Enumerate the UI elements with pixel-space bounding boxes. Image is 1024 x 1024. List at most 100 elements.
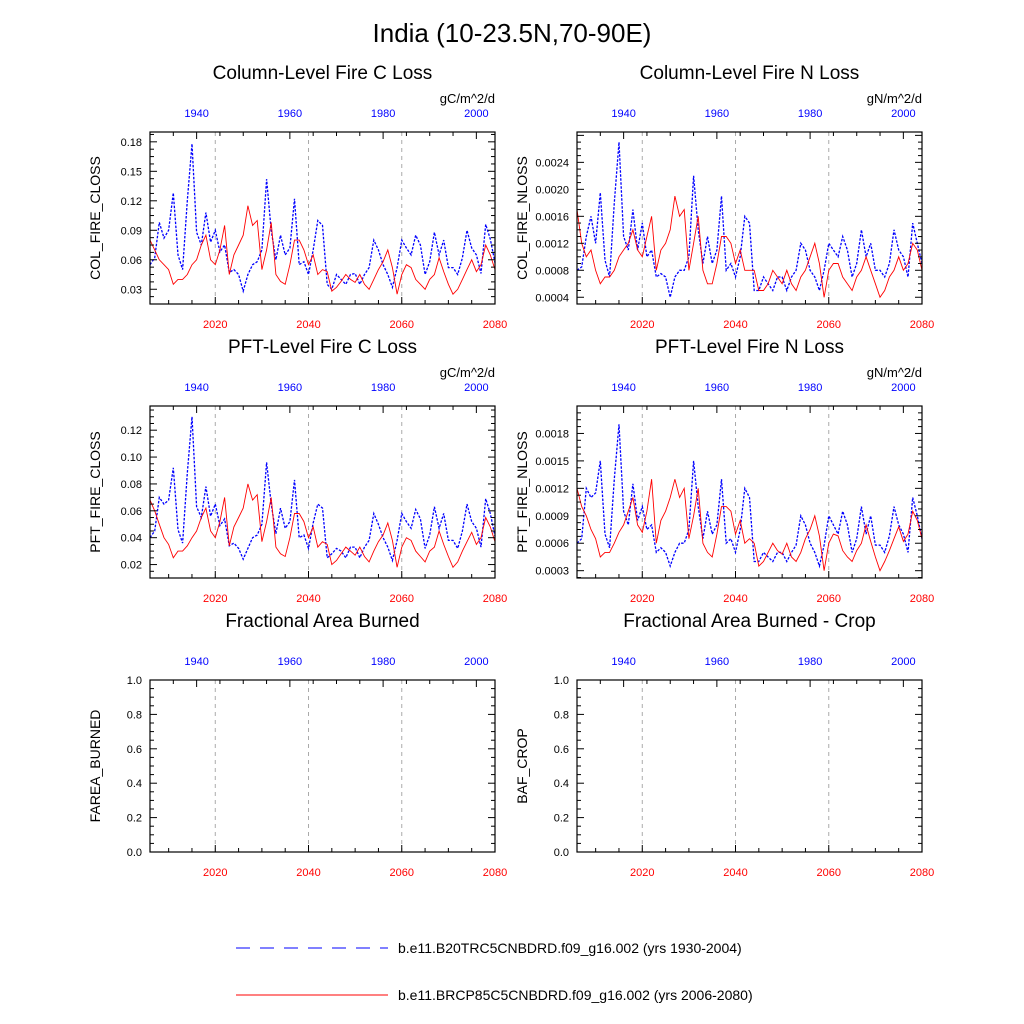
x-bottom-tick-label: 2080 [483,319,507,331]
legend: b.e11.B20TRC5CNBDRD.f09_g16.002 (yrs 193… [236,940,753,1003]
y-tick-label: 0.12 [121,425,142,437]
y-tick-label: 0.6 [127,744,142,756]
chart-panel: Column-Level Fire N Loss gN/m^2/d COL_FIRE… [514,63,934,331]
x-bottom-tick-label: 2080 [910,593,934,605]
x-bottom-tick-label: 2040 [296,867,320,879]
y-tick-label: 0.2 [554,813,569,825]
series-line-historical [576,142,923,298]
chart-title: Fractional Area Burned [225,611,419,632]
figure-title: India (10-23.5N,70-90E) [373,18,652,48]
y-tick-label: 0.0020 [535,184,569,196]
chart-title: Column-Level Fire N Loss [640,63,860,84]
x-bottom-tick-label: 2020 [203,593,227,605]
y-axis-label: PFT_FIRE_CLOSS [87,431,103,552]
x-top-tick-label: 2000 [464,382,488,394]
units-label: gC/m^2/d [440,91,495,106]
y-tick-label: 0.0008 [535,265,569,277]
x-bottom-tick-label: 2080 [483,593,507,605]
y-tick-label: 1.0 [127,675,142,687]
x-top-tick-label: 1960 [278,656,302,668]
chart-panel: Fractional Area Burned FAREA_BURNED 0.0 0.2… [87,611,507,879]
y-tick-label: 0.06 [121,255,142,267]
y-tick-label: 0.2 [127,813,142,825]
y-tick-label: 0.09 [121,225,142,237]
x-top-tick-label: 1980 [371,382,395,394]
x-bottom-tick-label: 2060 [817,867,841,879]
x-top-tick-label: 1980 [371,656,395,668]
chart-panel: Fractional Area Burned - Crop BAF_CROP 0.0… [514,611,934,879]
y-tick-label: 0.0006 [535,538,569,550]
units-label: gC/m^2/d [440,365,495,380]
y-axis-label: COL_FIRE_CLOSS [87,156,103,280]
x-top-tick-label: 1980 [798,656,822,668]
y-tick-label: 0.15 [121,166,142,178]
x-bottom-tick-label: 2020 [203,867,227,879]
legend-label-historical: b.e11.B20TRC5CNBDRD.f09_g16.002 (yrs 193… [398,940,742,956]
x-top-tick-label: 2000 [891,656,915,668]
x-bottom-tick-label: 2060 [390,867,414,879]
y-tick-label: 0.4 [127,778,142,790]
series-line-future [576,195,923,299]
y-tick-label: 0.08 [121,479,142,491]
y-tick-label: 0.8 [554,709,569,721]
chart-panel: PFT-Level Fire N Loss gN/m^2/d PFT_FIRE_NL… [514,337,934,605]
x-top-tick-label: 1980 [798,382,822,394]
y-tick-label: 0.8 [127,709,142,721]
plot-frame [576,405,923,579]
x-bottom-tick-label: 2040 [296,593,320,605]
y-tick-label: 0.18 [121,137,142,149]
series-line-future [149,483,496,569]
x-top-tick-label: 1980 [798,108,822,120]
series-line-future [149,205,496,295]
plot-frame [149,405,496,579]
y-tick-label: 0.4 [554,778,569,790]
y-axis-label: BAF_CROP [514,728,530,803]
chart-panel: PFT-Level Fire C Loss gC/m^2/d PFT_FIRE_CL… [87,337,507,605]
x-top-tick-label: 1940 [184,656,208,668]
x-top-tick-label: 1940 [184,382,208,394]
y-tick-label: 0.0012 [535,238,569,250]
y-tick-label: 0.02 [121,560,142,572]
y-axis-label: PFT_FIRE_NLOSS [514,431,530,552]
x-top-tick-label: 1940 [611,108,635,120]
y-tick-label: 0.0012 [535,483,569,495]
units-label: gN/m^2/d [867,91,922,106]
x-bottom-tick-label: 2040 [296,319,320,331]
y-tick-label: 0.0018 [535,428,569,440]
y-tick-label: 0.0009 [535,511,569,523]
x-bottom-tick-label: 2080 [910,867,934,879]
legend-label-future: b.e11.BRCP85C5CNBDRD.f09_g16.002 (yrs 20… [398,987,753,1003]
y-tick-label: 1.0 [554,675,569,687]
panels: Column-Level Fire C Loss gC/m^2/d COL_FIRE… [87,63,934,879]
x-top-tick-label: 2000 [891,108,915,120]
x-top-tick-label: 1960 [705,656,729,668]
plot-frame [149,679,496,853]
y-tick-label: 0.06 [121,506,142,518]
y-tick-label: 0.10 [121,452,142,464]
series-line-future [576,479,923,572]
series-line-historical [576,424,923,569]
x-bottom-tick-label: 2020 [630,867,654,879]
x-top-tick-label: 2000 [891,382,915,394]
y-tick-label: 0.0016 [535,211,569,223]
x-bottom-tick-label: 2060 [817,593,841,605]
x-bottom-tick-label: 2040 [723,593,747,605]
x-bottom-tick-label: 2040 [723,867,747,879]
y-tick-label: 0.0 [554,847,569,859]
x-top-tick-label: 1960 [705,108,729,120]
x-top-tick-label: 1980 [371,108,395,120]
y-tick-label: 0.03 [121,284,142,296]
x-top-tick-label: 1960 [278,108,302,120]
y-tick-label: 0.0015 [535,456,569,468]
chart-title: Fractional Area Burned - Crop [623,611,875,632]
chart-title: PFT-Level Fire N Loss [655,337,844,358]
x-top-tick-label: 1940 [184,108,208,120]
units-label: gN/m^2/d [867,365,922,380]
x-top-tick-label: 2000 [464,656,488,668]
x-bottom-tick-label: 2020 [630,319,654,331]
y-tick-label: 0.04 [121,533,142,545]
x-top-tick-label: 1960 [705,382,729,394]
x-bottom-tick-label: 2060 [817,319,841,331]
y-tick-label: 0.0 [127,847,142,859]
